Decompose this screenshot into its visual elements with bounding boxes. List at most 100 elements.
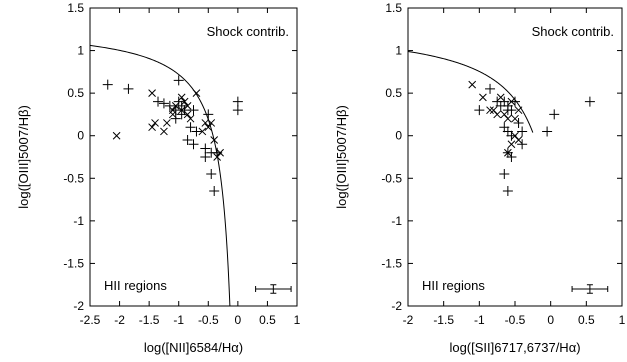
- data-point-plus: [542, 126, 553, 137]
- data-point-plus: [123, 83, 134, 94]
- data-point-cross: [186, 114, 195, 123]
- data-point-plus: [191, 126, 202, 137]
- x-tick-label: -0.5: [198, 313, 219, 327]
- chart-panel-2: -2 -1.5 -1 -0.5 0 0.5 1 1.5 1 0.5 0 -0.5 -1 -1.5 -2 log…: [334, 1, 626, 355]
- x-tick-label: -1.5: [433, 313, 454, 327]
- x-tick-label: 0: [235, 313, 242, 327]
- data-point-cross: [496, 93, 505, 102]
- annotation-hii: HII regions: [422, 278, 485, 293]
- data-point-plus: [517, 139, 528, 150]
- data-point-cross: [163, 119, 171, 127]
- data-point-plus: [102, 79, 113, 90]
- demarcation-curve: [89, 44, 232, 307]
- data-point-cross: [504, 114, 512, 123]
- data-point-plus: [549, 109, 560, 120]
- annotation-hii: HII regions: [104, 278, 167, 293]
- x-axis-label: log([SII]6717,6737/Hα): [449, 340, 580, 355]
- x-tick-label: -0.5: [505, 313, 526, 327]
- data-point-cross: [151, 119, 159, 127]
- x-tick-label: -2: [114, 313, 125, 327]
- data-point-cross: [183, 102, 192, 110]
- data-point-cross: [511, 114, 519, 123]
- x-tick-label: 0.5: [578, 313, 595, 327]
- x-tick-label: -1.5: [139, 313, 160, 327]
- data-point-cross: [204, 123, 213, 132]
- data-point-cross: [507, 140, 516, 149]
- data-point-cross: [493, 110, 502, 119]
- data-point-plus: [232, 96, 243, 107]
- data-point-plus: [506, 105, 517, 116]
- data-point-cross: [198, 127, 207, 136]
- error-bar: [255, 284, 292, 294]
- data-point-cross: [486, 106, 494, 115]
- data-point-cross: [192, 89, 201, 97]
- data-point-cross: [180, 97, 189, 106]
- data-point-cross: [148, 123, 156, 132]
- x-axis-label: log([NII]6584/Hα): [144, 340, 243, 355]
- y-axis-label: log([OIII]5007/Hβ): [334, 105, 349, 209]
- data-point-plus: [164, 100, 175, 111]
- annotation-shock: Shock contrib.: [207, 24, 289, 39]
- y-tick-label: -1: [391, 214, 402, 228]
- x-tick-label: -1: [173, 313, 184, 327]
- y-tick-label: -0.5: [381, 171, 402, 185]
- y-tick-label: 1: [77, 44, 84, 58]
- data-point-plus: [499, 169, 510, 180]
- y-tick-label: 0: [395, 129, 402, 143]
- data-point-cross: [507, 97, 516, 106]
- data-point-cross: [112, 131, 121, 140]
- data-point-plus: [188, 139, 199, 150]
- data-point-plus: [188, 105, 199, 116]
- data-point-plus: [485, 83, 496, 94]
- x-tick-label: -2.5: [80, 313, 101, 327]
- data-point-cross: [168, 110, 177, 119]
- data-point-plus: [232, 105, 243, 116]
- x-tick-label: 1: [619, 313, 626, 327]
- data-point-plus: [584, 96, 595, 107]
- data-point-plus: [506, 152, 517, 162]
- data-point-plus: [173, 75, 184, 86]
- data-point-cross: [177, 106, 186, 115]
- data-point-plus: [517, 126, 528, 137]
- error-bar: [571, 284, 609, 294]
- data-point-cross: [177, 93, 186, 102]
- data-point-cross: [504, 148, 512, 157]
- data-point-cross: [201, 119, 210, 127]
- data-point-plus: [176, 109, 187, 120]
- demarcation-curve: [407, 50, 534, 133]
- y-tick-label: -0.5: [63, 171, 84, 185]
- data-point-plus: [158, 98, 169, 109]
- x-tick-label: 1: [294, 313, 301, 327]
- y-tick-label: -1.5: [381, 256, 402, 270]
- data-point-plus: [185, 122, 196, 133]
- y-tick-label: 1.5: [67, 1, 84, 15]
- data-point-plus: [206, 169, 217, 180]
- y-tick-label: 1.5: [385, 1, 402, 15]
- y-tick-label: 0.5: [67, 86, 84, 100]
- data-point-cross: [210, 136, 219, 144]
- y-tick-label: -1: [73, 214, 84, 228]
- x-tick-label: 0: [547, 313, 554, 327]
- x-tick-label: 0.5: [259, 313, 276, 327]
- data-point-cross: [216, 148, 224, 157]
- data-point-plus: [170, 113, 181, 124]
- data-point-plus: [200, 152, 211, 162]
- data-point-cross: [148, 89, 156, 97]
- x-tick-label: -2: [403, 313, 414, 327]
- data-point-cross: [213, 153, 222, 161]
- data-point-plus: [474, 105, 485, 116]
- x-tick-label: -1: [474, 313, 485, 327]
- data-point-cross: [479, 93, 487, 102]
- data-point-cross: [468, 80, 477, 89]
- data-point-cross: [183, 110, 192, 119]
- data-point-plus: [153, 96, 164, 107]
- data-point-plus: [209, 186, 220, 197]
- annotation-shock: Shock contrib.: [532, 24, 614, 39]
- data-point-cross: [171, 102, 180, 110]
- data-point-plus: [513, 117, 524, 128]
- y-tick-label: 0.5: [385, 86, 402, 100]
- y-axis-label: log([OIII]5007/Hβ): [16, 105, 31, 209]
- data-point-cross: [160, 127, 168, 136]
- y-tick-label: -1.5: [63, 256, 84, 270]
